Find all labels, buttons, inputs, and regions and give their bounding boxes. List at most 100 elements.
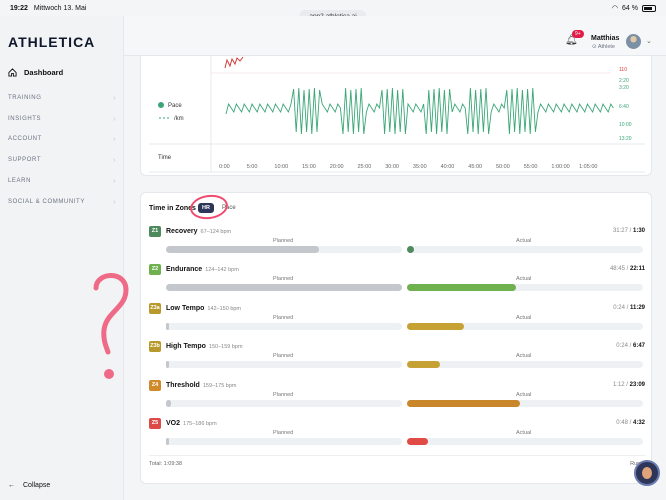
zone-row: Z2 Endurance 124–142 bpm 48:45 / 22:11 Pl…: [141, 264, 653, 302]
pace-chart: 110 2:203:20 6:40 10:00 13:20 0:00 5:00 10:00 1…: [149, 56, 645, 173]
zone-actual-time: 0:24: [616, 343, 628, 350]
actual-bar: [407, 438, 429, 445]
sidebar-item-insights[interactable]: INSIGHTS ›: [8, 116, 116, 123]
sidebar-item-label: SUPPORT: [8, 157, 42, 163]
zone-actual-time: 0:24: [613, 304, 625, 311]
zone-badge: Z3a: [149, 302, 161, 314]
collapse-button[interactable]: ← Collapse: [8, 482, 50, 489]
sidebar-item-learn[interactable]: LEARN ›: [8, 178, 116, 185]
sidebar-item-label: SOCIAL & COMMUNITY: [8, 199, 85, 205]
zone-name: Threshold 159–175 bpm: [166, 382, 236, 389]
user-name[interactable]: Matthias: [591, 35, 620, 42]
zone-range: 67–124 bpm: [200, 229, 232, 235]
zone-name-label: Recovery: [166, 228, 198, 235]
planned-bar-track: [166, 284, 402, 292]
wifi-icon: ◠: [611, 5, 619, 12]
pace-legend-label: Pace: [168, 103, 182, 109]
zone-planned-time: 1:30: [632, 228, 645, 234]
zone-actual-time: 48:45: [609, 266, 625, 273]
chevron-right-icon: ›: [113, 157, 116, 164]
planned-label: Planned: [273, 430, 294, 436]
actual-bar-track: [407, 361, 643, 369]
chevron-right-icon: ›: [113, 116, 116, 123]
chevron-right-icon: ›: [113, 136, 116, 143]
y-tick-label: 3:20: [619, 85, 629, 91]
avatar[interactable]: [626, 34, 641, 49]
question-mark-annotation: [93, 273, 129, 379]
planned-bar-track: [166, 399, 402, 407]
zone-name-label: Endurance: [166, 266, 203, 274]
chevron-right-icon: ›: [113, 199, 116, 206]
planned-bar-track: [166, 361, 402, 369]
ios-status-bar: 19:22 Mittwoch 13. Mai ◠ 64 %: [0, 0, 666, 16]
pace-line: [225, 87, 614, 135]
planned-label: Planned: [273, 391, 294, 398]
sidebar-item-dashboard[interactable]: Dashboard: [8, 68, 63, 77]
user-role-label: Athlete: [597, 44, 615, 50]
planned-bar: [166, 361, 169, 369]
tab-pace[interactable]: Pace: [222, 205, 236, 211]
planned-label: Planned: [273, 238, 294, 244]
x-tick-label: 1:00:00: [551, 164, 569, 170]
zone-name-label: Threshold: [166, 381, 200, 389]
zone-badge: Z2: [149, 264, 161, 276]
zone-name-label: VO2: [166, 420, 181, 427]
x-tick-label: 10:00: [274, 164, 288, 170]
zone-actual-time: 31:27: [612, 228, 628, 234]
x-tick-label: 1:05:00: [579, 164, 597, 170]
sidebar-item-label: TRAINING: [8, 95, 42, 101]
x-tick-label: 25:00: [358, 164, 372, 170]
sidebar-item-support[interactable]: SUPPORT ›: [8, 157, 116, 164]
bell-icon[interactable]: 🔔︎: [565, 35, 578, 46]
battery-icon: [642, 4, 656, 12]
x-tick-label: 50:00: [496, 164, 510, 170]
zone-range: 124–142 bpm: [205, 267, 239, 274]
zone-name: Endurance 124–142 bpm: [166, 266, 239, 273]
pace-chart-card: 110 2:20 3:20 6:40 10:00 13:20 0:00 5:00 10:00 1…: [140, 56, 652, 176]
sidebar-item-training[interactable]: TRAINING ›: [8, 95, 116, 102]
divider: [149, 455, 645, 456]
planned-bar: [166, 246, 320, 253]
zone-row: Z3a Low Tempo 142–150 bpm 0:24 / 11:29 Pl…: [141, 302, 653, 341]
zone-time: 0:24 / 11:29: [613, 304, 645, 311]
actual-label: Actual: [516, 276, 532, 283]
sidebar-item-social[interactable]: SOCIAL & COMMUNITY ›: [8, 199, 116, 206]
planned-bar: [166, 438, 169, 445]
chevron-down-icon[interactable]: ⌄: [646, 38, 652, 45]
hand-drawn-circle: [188, 192, 230, 222]
sidebar-item-account[interactable]: ACCOUNT ›: [8, 136, 116, 143]
zone-actual-time: 1:12: [612, 381, 625, 388]
y-tick-label: 6:40: [619, 104, 629, 110]
battery-percent: 64 %: [622, 4, 638, 12]
sidebar: ATHLETICA Dashboard TRAINING › INSIGHTS › …: [0, 16, 124, 500]
zone-planned-time: 4:32: [632, 420, 645, 426]
x-tick-label: 35:00: [413, 164, 427, 170]
actual-bar-track: [407, 399, 643, 407]
y-tick-label: 110: [619, 67, 627, 73]
sidebar-item-label: Dashboard: [24, 68, 64, 77]
zone-name-label: Low Tempo: [166, 304, 205, 312]
actual-bar: [407, 322, 464, 330]
zone-time: 1:12 / 23:09: [612, 381, 645, 388]
collapse-label: Collapse: [23, 482, 51, 489]
zone-name: VO2 175–186 bpm: [166, 420, 217, 427]
actual-bar: [407, 246, 415, 253]
actual-bar-track: [407, 438, 643, 445]
sidebar-item-label: INSIGHTS: [8, 116, 42, 122]
sidebar-item-label: LEARN: [8, 178, 32, 184]
time-axis-label: Time: [158, 155, 172, 161]
chevron-right-icon: ›: [113, 95, 116, 102]
notification-badge: 9+: [572, 30, 584, 38]
km-legend-label: /km: [174, 116, 184, 122]
x-tick-label: 55:00: [524, 164, 538, 170]
app-logo[interactable]: ATHLETICA: [8, 34, 96, 50]
y-tick-label: 10:00: [619, 122, 632, 128]
x-tick-label: 40:00: [441, 164, 455, 170]
chat-assistant-avatar[interactable]: [634, 460, 660, 486]
actual-bar-track: [407, 284, 643, 292]
tab-hr[interactable]: HR: [198, 203, 214, 213]
planned-bar: [166, 399, 171, 407]
total-time: Total: 1:09:38: [149, 461, 183, 467]
zone-row: Z3b High Tempo 150–159 bpm 0:24 / 6:47 Pl…: [141, 341, 653, 379]
zone-badge: Z1: [149, 226, 161, 237]
